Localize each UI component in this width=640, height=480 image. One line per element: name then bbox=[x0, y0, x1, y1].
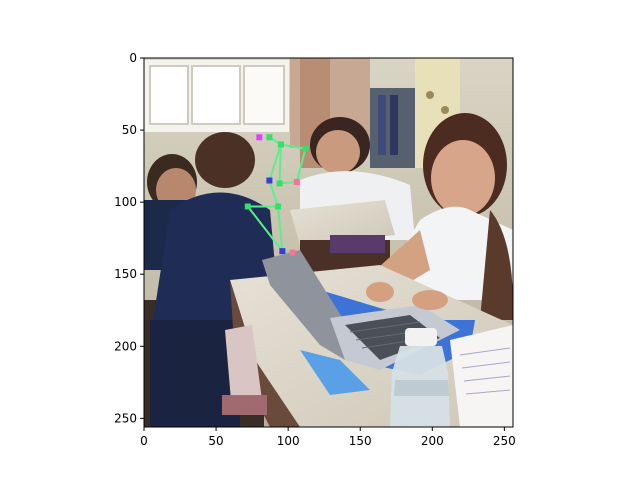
pose-limb-wrist_right-neck bbox=[278, 144, 282, 184]
pose-overlay bbox=[244, 134, 309, 256]
axes-frame bbox=[143, 57, 514, 428]
pose-joint-knee_left bbox=[279, 248, 286, 255]
pose-limb-elbow_left-knee_left bbox=[246, 205, 284, 252]
y-tick-label: 150 bbox=[114, 267, 137, 281]
classroom-photo bbox=[144, 58, 513, 427]
pose-joint-ear_left bbox=[256, 134, 263, 141]
pose-joint-head_top bbox=[266, 134, 273, 141]
x-axis: 0 50 100 150 200 250 bbox=[140, 427, 516, 448]
pose-joint-shoulder_right bbox=[302, 145, 309, 152]
y-tick-label: 0 bbox=[129, 51, 137, 65]
x-tick-label: 100 bbox=[277, 434, 300, 448]
pose-limb-shoulder_left-hip bbox=[268, 180, 279, 207]
pose-joint-knee_right bbox=[289, 249, 296, 256]
x-tick-label: 150 bbox=[349, 434, 372, 448]
y-tick-label: 200 bbox=[114, 339, 137, 353]
y-tick-label: 100 bbox=[114, 195, 137, 209]
x-tick-label: 200 bbox=[421, 434, 444, 448]
y-tick-label: 250 bbox=[114, 411, 137, 425]
y-axis: 0 50 100 150 200 250 bbox=[114, 51, 144, 425]
pose-joint-neck bbox=[277, 141, 284, 148]
pose-limb-shoulder_right-elbow_right bbox=[295, 148, 307, 183]
pose-joint-wrist_right bbox=[276, 180, 283, 187]
pose-joint-elbow_left bbox=[244, 203, 251, 210]
pose-joint-hip bbox=[275, 203, 282, 210]
x-tick-label: 0 bbox=[140, 434, 148, 448]
pose-limb-hip-knee_left bbox=[277, 206, 284, 252]
y-tick-label: 50 bbox=[122, 123, 137, 137]
pose-limb-neck-shoulder_right bbox=[280, 143, 306, 150]
pose-joint-elbow_right bbox=[293, 178, 300, 185]
pose-joint-shoulder_left bbox=[266, 177, 273, 184]
pose-limb-neck-shoulder_left bbox=[268, 144, 282, 181]
x-tick-label: 250 bbox=[493, 434, 516, 448]
x-tick-label: 50 bbox=[208, 434, 223, 448]
